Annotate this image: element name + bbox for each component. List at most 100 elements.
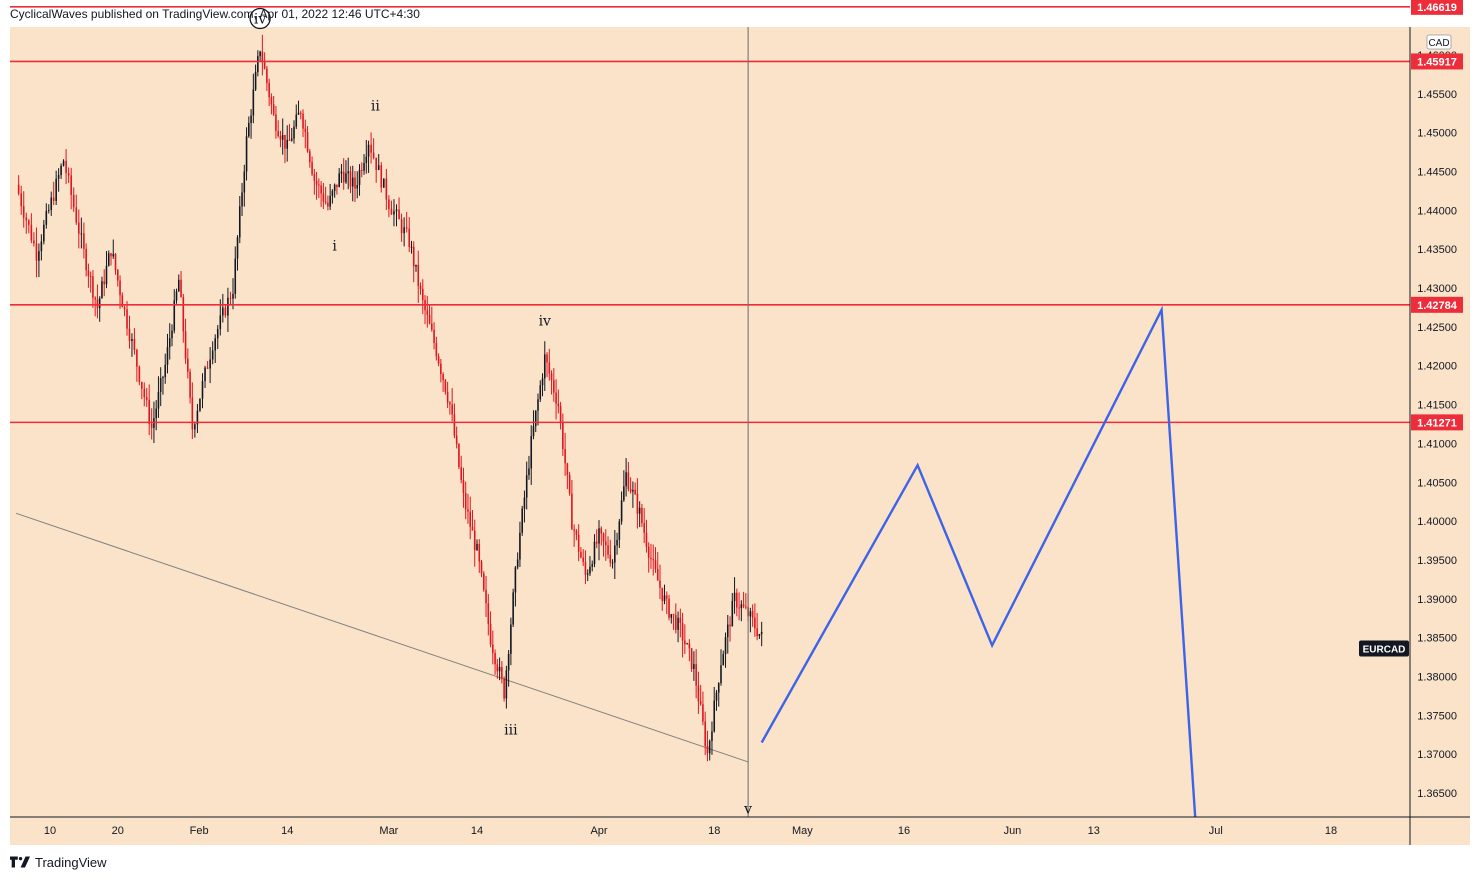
candle-body xyxy=(28,220,30,225)
candle-body xyxy=(514,567,517,593)
candle-body xyxy=(40,241,43,252)
candle-body xyxy=(751,611,754,618)
level-price-badge xyxy=(1411,296,1463,313)
y-tick-label: 1.45500 xyxy=(1417,89,1457,101)
candle-body xyxy=(736,592,738,608)
x-tick-label: 14 xyxy=(471,825,483,837)
y-tick-label: 1.45000 xyxy=(1417,128,1457,140)
level-price-label: 1.42784 xyxy=(1417,300,1458,312)
candle-body xyxy=(372,152,375,158)
candle-body xyxy=(393,211,395,215)
candle-body xyxy=(80,233,83,235)
candle-body xyxy=(754,617,756,629)
level-price-badge xyxy=(1411,414,1463,431)
candle-body xyxy=(383,178,385,188)
candle-body xyxy=(275,114,277,131)
candle-body xyxy=(433,329,435,343)
candle-body xyxy=(259,51,261,57)
candle-body xyxy=(277,130,279,136)
candle-body xyxy=(702,704,704,722)
candle-body xyxy=(70,175,72,195)
candle-body xyxy=(400,219,403,234)
x-tick-label: 10 xyxy=(44,825,56,837)
candle-body xyxy=(647,546,650,558)
candle-body xyxy=(380,165,383,188)
candle-body xyxy=(532,426,535,437)
candle-body xyxy=(582,557,584,562)
candle-body xyxy=(449,402,451,405)
candle-body xyxy=(614,545,616,563)
candle-body xyxy=(724,637,727,655)
candle-body xyxy=(670,614,673,618)
candle-body xyxy=(331,190,334,196)
candle-body xyxy=(360,169,363,171)
candle-body xyxy=(35,243,38,261)
candle-body xyxy=(713,700,716,732)
candle-body xyxy=(257,56,259,73)
candle-body xyxy=(155,408,157,419)
symbol-label: EURCAD xyxy=(1363,645,1406,656)
wave-label: iii xyxy=(504,722,518,738)
candle-body xyxy=(562,421,564,450)
candle-body xyxy=(50,197,53,210)
candle-body xyxy=(469,511,472,527)
candle-body xyxy=(65,160,67,174)
y-tick-label: 1.37000 xyxy=(1417,749,1457,761)
candle-body xyxy=(688,643,691,649)
candle-body xyxy=(693,664,695,669)
candle-body xyxy=(150,423,153,428)
candle-body xyxy=(460,467,462,480)
candle-body xyxy=(112,253,115,257)
candle-body xyxy=(593,541,596,565)
candle-body xyxy=(677,617,679,630)
candle-body xyxy=(60,165,62,176)
candle-body xyxy=(534,410,537,427)
candle-body xyxy=(72,194,75,208)
candle-body xyxy=(222,307,224,316)
candle-body xyxy=(471,526,474,531)
candle-body xyxy=(690,648,693,669)
candle-body xyxy=(182,297,185,332)
y-tick-label: 1.38500 xyxy=(1417,633,1457,645)
candle-body xyxy=(521,508,523,533)
candle-body xyxy=(148,399,151,424)
candle-body xyxy=(145,397,148,400)
y-tick-label: 1.41000 xyxy=(1417,438,1457,450)
candle-body xyxy=(487,603,490,624)
candle-body xyxy=(263,61,266,69)
candle-body xyxy=(681,622,684,641)
candle-body xyxy=(697,685,700,702)
level-price-badge xyxy=(1411,0,1463,15)
candle-body xyxy=(306,132,309,152)
candle-body xyxy=(92,276,94,298)
x-tick-label: 18 xyxy=(1325,825,1337,837)
candle-body xyxy=(720,665,722,684)
candle-body xyxy=(304,128,307,133)
x-tick-label: Feb xyxy=(190,825,209,837)
candle-body xyxy=(199,398,201,411)
candle-body xyxy=(539,385,542,400)
candle-body xyxy=(168,338,171,348)
candle-body xyxy=(279,135,282,140)
candle-body xyxy=(756,628,758,637)
candle-body xyxy=(329,195,331,207)
candle-body xyxy=(340,171,343,174)
candle-body xyxy=(62,160,65,166)
candle-body xyxy=(458,444,460,468)
candle-body xyxy=(451,404,453,415)
candle-body xyxy=(94,297,96,300)
candle-body xyxy=(618,521,621,540)
candle-body xyxy=(525,475,528,498)
candle-body xyxy=(318,184,320,186)
candle-body xyxy=(528,468,530,476)
candle-body xyxy=(541,378,544,386)
candle-body xyxy=(234,258,237,294)
candle-body xyxy=(83,233,85,249)
candle-body xyxy=(738,607,740,609)
candle-body xyxy=(133,339,136,351)
candle-body xyxy=(290,138,293,141)
candle-body xyxy=(629,489,632,492)
candle-body xyxy=(595,541,598,544)
